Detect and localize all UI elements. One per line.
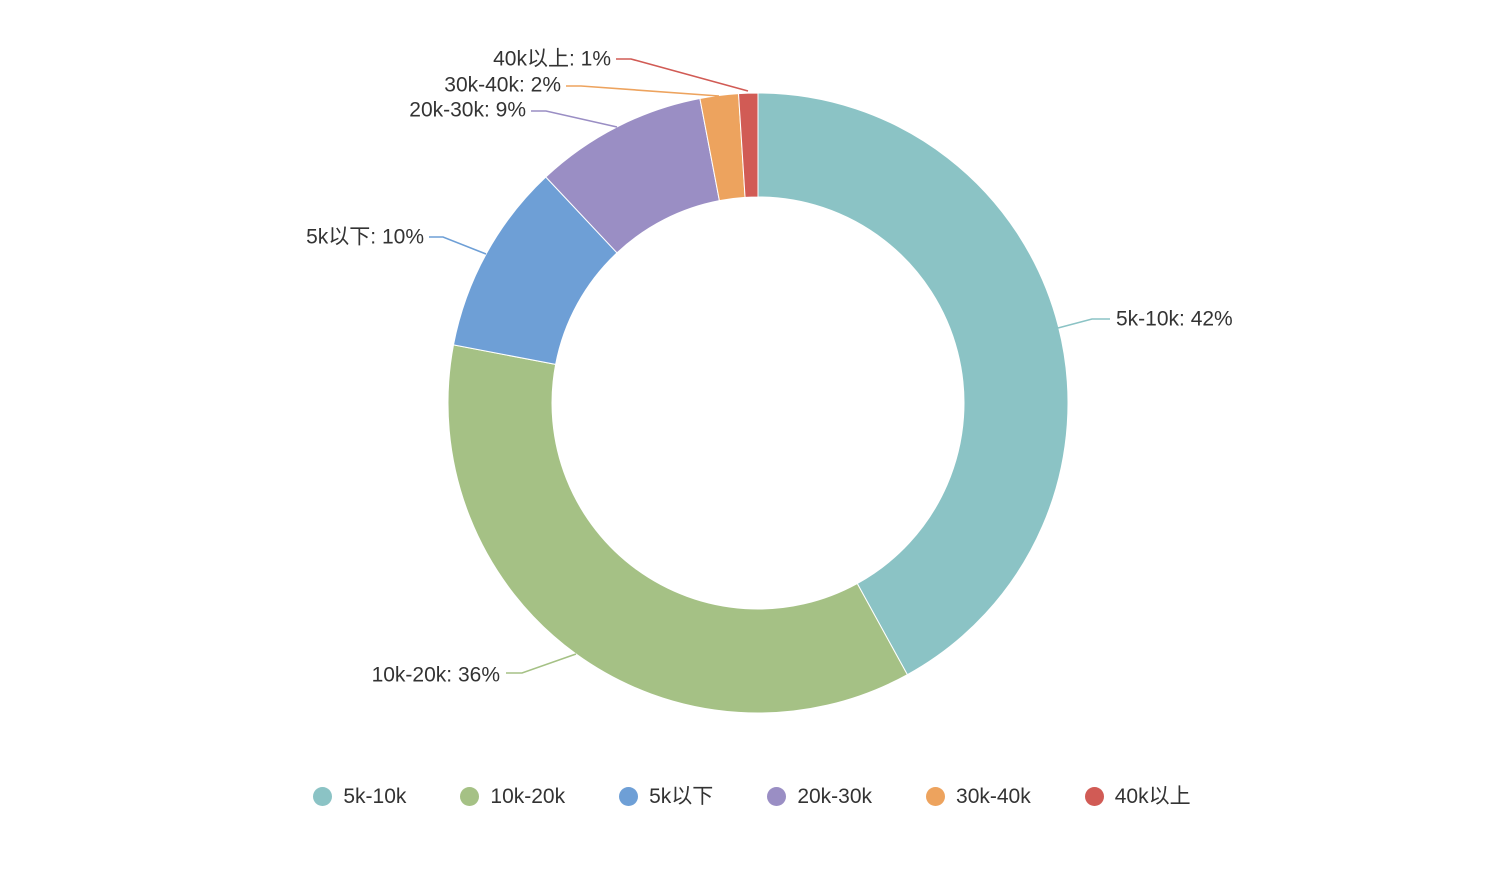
legend-label: 5k以下	[649, 785, 714, 808]
label-leader-line	[531, 110, 618, 128]
slice-label: 5k-10k: 42%	[1116, 308, 1233, 331]
legend-item-10k-20k[interactable]: 10k-20k	[460, 786, 565, 807]
legend-label: 40k以上	[1114, 785, 1191, 808]
label-leader-line	[1057, 318, 1110, 329]
slice-label: 10k-20k: 36%	[372, 664, 500, 687]
slice-label: 5k以下: 10%	[306, 226, 424, 249]
label-leader-line	[616, 58, 749, 92]
legend-label: 30k-40k	[956, 785, 1031, 808]
chart-legend: 5k-10k 10k-20k 5k以下 20k-30k 30k-40k 40k以…	[0, 786, 1504, 807]
legend-item-20k-30k[interactable]: 20k-30k	[767, 786, 872, 807]
slice-label: 20k-30k: 9%	[409, 99, 526, 122]
legend-swatch-icon	[767, 787, 787, 806]
label-leader-line	[429, 236, 487, 255]
legend-item-40k-above[interactable]: 40k以上	[1084, 785, 1191, 808]
legend-item-5k-below[interactable]: 5k以下	[619, 786, 713, 807]
donut-chart: 5k-10k: 42% 10k-20k: 36% 5k以下: 10% 20k-30k:…	[306, 48, 1233, 714]
legend-label: 5k-10k	[343, 785, 407, 808]
pie-slice-40k以上[interactable]	[737, 92, 759, 198]
legend-swatch-icon	[619, 787, 639, 806]
legend-item-5k-10k[interactable]: 5k-10k	[313, 786, 406, 807]
legend-swatch-icon	[460, 787, 480, 806]
slice-label: 30k-40k: 2%	[444, 74, 561, 97]
legend-item-30k-40k[interactable]: 30k-40k	[926, 786, 1031, 807]
slice-label: 40k以上: 1%	[493, 48, 611, 71]
pie-slice-5k-10k[interactable]	[757, 92, 1069, 676]
label-leader-line	[506, 653, 577, 674]
label-leader-line	[566, 85, 720, 97]
legend-swatch-icon	[1084, 787, 1104, 806]
legend-swatch-icon	[926, 787, 946, 806]
pie-slice-10k-20k[interactable]	[447, 344, 909, 714]
legend-swatch-icon	[313, 787, 333, 806]
legend-label: 10k-20k	[490, 785, 566, 808]
legend-label: 20k-30k	[797, 785, 873, 808]
